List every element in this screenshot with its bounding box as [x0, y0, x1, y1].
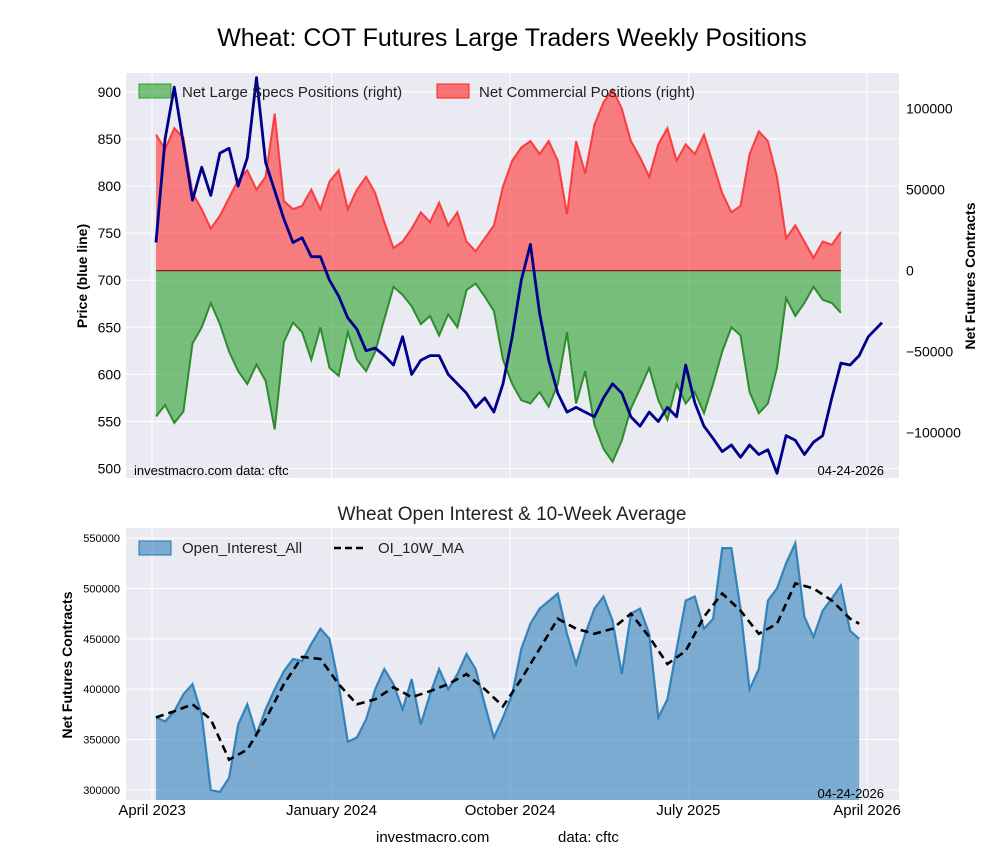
bottom-date-note: 04-24-2026	[818, 786, 885, 801]
x-tick-label: January 2024	[286, 802, 377, 819]
bottom-legend: Open_Interest_All OI_10W_MA	[138, 540, 464, 557]
footer-data: data: cftc	[558, 829, 619, 846]
top-right-tick-label: −100000	[906, 425, 961, 441]
top-left-tick-label: 600	[98, 366, 122, 382]
ma-line	[155, 581, 860, 762]
top-left-tick-label: 550	[98, 413, 122, 429]
bottom-left-tick-labels: 550000 500000 450000 400000 350000 300000	[83, 533, 120, 797]
top-left-tick-label: 850	[98, 131, 122, 147]
top-left-tick-label: 750	[98, 225, 122, 241]
top-left-axis-label: Price (blue line)	[74, 224, 90, 328]
top-left-tick-label: 650	[98, 319, 122, 335]
legend-swatch-open-interest	[138, 540, 172, 556]
specs-line	[155, 282, 842, 464]
footer-source: investmacro.com	[376, 829, 489, 846]
bottom-axis-label: Net Futures Contracts	[59, 591, 75, 738]
legend-label-ma: OI_10W_MA	[378, 540, 464, 557]
x-tick-label: April 2026	[833, 802, 901, 819]
open-interest-line	[155, 539, 860, 794]
legend-swatch-specs	[138, 83, 172, 99]
top-area-layer	[156, 89, 841, 462]
specs-area	[156, 270, 841, 462]
legend-swatch-commercial	[436, 83, 470, 99]
x-tick-label: July 2025	[656, 802, 720, 819]
x-tick-label: April 2023	[118, 802, 186, 819]
bottom-line-layer	[155, 539, 860, 794]
bottom-area-layer	[156, 543, 860, 800]
legend-label-open-interest: Open_Interest_All	[182, 540, 302, 557]
top-line-layer	[154, 76, 884, 475]
bottom-left-tick-label: 350000	[83, 735, 120, 747]
top-right-tick-label: 0	[906, 263, 914, 279]
top-date-note: 04-24-2026	[818, 463, 885, 478]
bottom-left-tick-label: 450000	[83, 634, 120, 646]
top-left-tick-label: 900	[98, 84, 122, 100]
bottom-left-tick-label: 500000	[83, 583, 120, 595]
x-tick-label: October 2024	[465, 802, 556, 819]
legend-label-specs: Net Large Specs Positions (right)	[182, 84, 402, 101]
top-left-tick-labels: 900 850 800 750 700 650 600 550 500	[98, 84, 122, 477]
top-right-tick-label: −50000	[906, 344, 953, 360]
top-left-tick-label: 800	[98, 178, 122, 194]
top-left-tick-label: 500	[98, 461, 122, 477]
price-line	[154, 76, 884, 475]
top-right-tick-labels: 100000 50000 0 −50000 −100000	[906, 101, 961, 441]
bottom-left-tick-label: 300000	[83, 785, 120, 797]
commercial-area	[156, 89, 841, 271]
top-right-axis-label: Net Futures Contracts	[962, 202, 978, 349]
top-right-tick-label: 50000	[906, 182, 945, 198]
open-interest-area	[156, 543, 860, 800]
top-chart-title: Wheat: COT Futures Large Traders Weekly …	[217, 24, 807, 52]
top-legend: Net Large Specs Positions (right) Net Co…	[138, 83, 695, 101]
top-left-tick-label: 700	[98, 272, 122, 288]
bottom-left-tick-label: 550000	[83, 533, 120, 545]
top-right-tick-label: 100000	[906, 101, 953, 117]
bottom-left-tick-label: 400000	[83, 684, 120, 696]
legend-label-commercial: Net Commercial Positions (right)	[479, 84, 695, 101]
top-source-note: investmacro.com data: cftc	[134, 463, 289, 478]
bottom-x-tick-labels: April 2023 January 2024 October 2024 July 2…	[118, 802, 900, 819]
bottom-chart-title: Wheat Open Interest & 10-Week Average	[338, 504, 687, 525]
commercial-line	[155, 87, 842, 260]
